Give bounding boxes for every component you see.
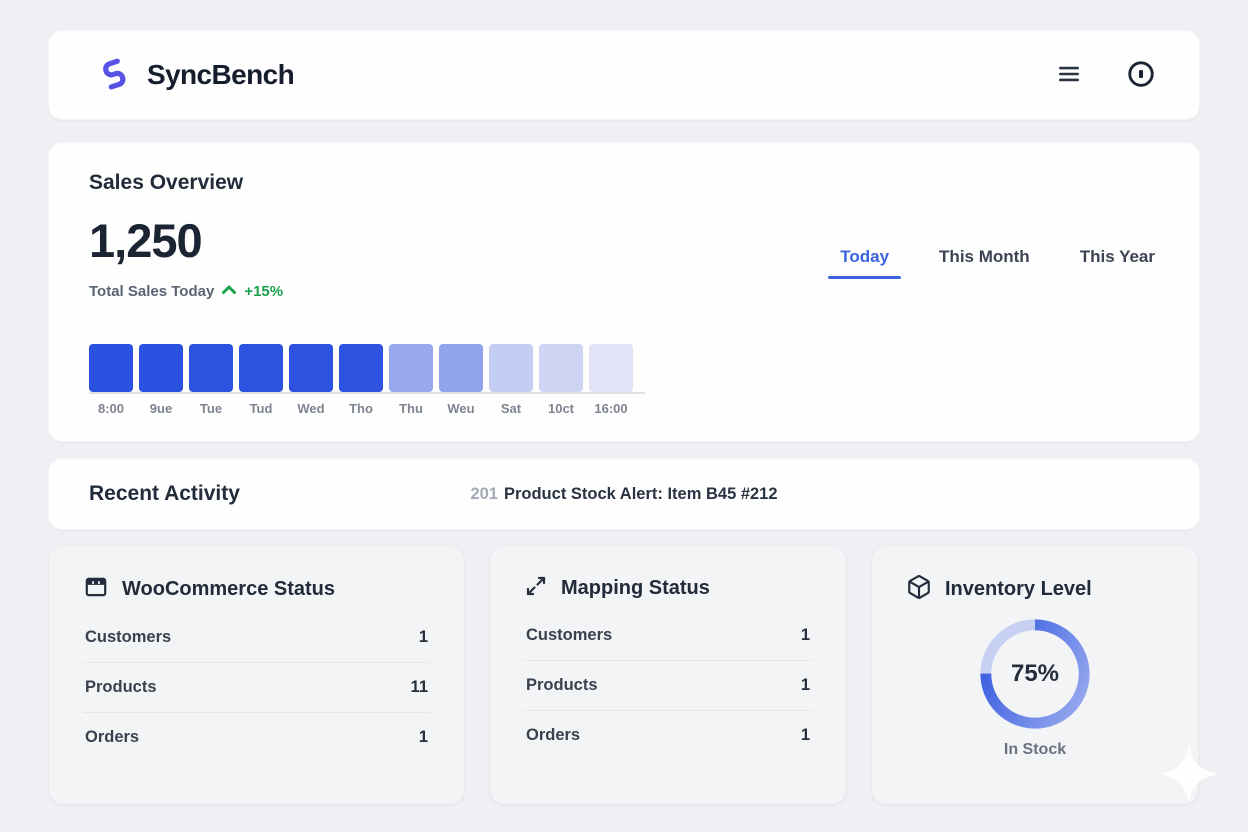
inventory-level-title: Inventory Level — [945, 578, 1092, 600]
row-value: 1 — [418, 628, 428, 646]
sales-period-tabs: Today This Month This Year — [828, 247, 1157, 279]
bar-column: 10ct — [539, 344, 583, 416]
sales-overview-card: Sales Overview 1,250 Total Sales Today +… — [48, 142, 1200, 442]
row-value: 1 — [800, 626, 810, 644]
bar-label: Tud — [249, 401, 273, 416]
bar-column: Weu — [439, 344, 483, 416]
inventory-percent: 75% — [1010, 660, 1060, 687]
period-tab[interactable]: Today — [828, 247, 901, 279]
total-sales-value: 1,250 — [89, 214, 203, 267]
sales-bar — [389, 344, 433, 392]
row-value: 1 — [418, 728, 428, 746]
row-label: Customers — [526, 626, 613, 644]
total-sales-label: Total Sales Today — [89, 283, 215, 300]
storefront-icon — [83, 574, 109, 605]
sales-bar — [139, 344, 183, 392]
sales-bar — [89, 344, 133, 392]
recent-activity-card: Recent Activity 201 Product Stock Alert: … — [48, 458, 1200, 530]
bar-label: Wed — [297, 401, 325, 416]
sales-bar — [539, 344, 583, 392]
bar-label: Sat — [500, 401, 522, 416]
row-value: 1 — [800, 676, 810, 694]
bar-label: Tue — [199, 401, 223, 416]
status-row: Products 11 — [83, 662, 430, 712]
status-row: Customers 1 — [524, 611, 812, 660]
bar-column: Thu — [389, 344, 433, 416]
recent-activity-title: Recent Activity — [89, 482, 240, 505]
bar-label: 10ct — [547, 401, 575, 416]
sales-bar — [339, 344, 383, 392]
brand: SyncBench — [95, 54, 295, 97]
period-tab[interactable]: This Year — [1078, 247, 1157, 279]
row-label: Orders — [526, 726, 581, 744]
bar-label: Tho — [349, 401, 373, 416]
bar-label: 16:00 — [594, 401, 628, 416]
sparkle-icon — [1158, 743, 1220, 810]
brand-name: SyncBench — [147, 59, 295, 90]
bar-label: 8:00 — [97, 401, 125, 416]
row-value: 1 — [800, 726, 810, 744]
row-label: Customers — [85, 628, 172, 646]
woocommerce-status-card: WooCommerce Status Customers 1 Products … — [48, 545, 465, 805]
sales-bar-chart: 8:00 9ue Tue Tud Wed — [89, 344, 649, 416]
sales-bar — [189, 344, 233, 392]
status-cards-row: WooCommerce Status Customers 1 Products … — [48, 545, 1200, 805]
row-label: Products — [526, 676, 598, 694]
sales-overview-title: Sales Overview — [89, 171, 244, 194]
bar-column: Wed — [289, 344, 333, 416]
bar-column: 9ue — [139, 344, 183, 416]
donut-arc — [980, 619, 1090, 729]
record-circle-icon — [1126, 59, 1156, 92]
status-row: Orders 1 — [524, 710, 812, 760]
inventory-level-card: Inventory Level 75% In Stock — [871, 545, 1199, 805]
in-stock-label: In Stock — [1003, 741, 1067, 758]
status-row: Customers 1 — [83, 613, 430, 662]
mapping-status-title: Mapping Status — [561, 577, 710, 599]
sales-delta-badge: +15% — [244, 283, 284, 300]
sales-bar — [239, 344, 283, 392]
period-tab[interactable]: This Month — [937, 247, 1032, 279]
status-row: Orders 1 — [83, 712, 430, 762]
woocommerce-status-title: WooCommerce Status — [122, 578, 336, 600]
row-label: Orders — [85, 728, 140, 746]
inventory-donut-chart: 75% — [976, 615, 1094, 733]
chevron-up-icon — [221, 283, 237, 300]
sales-bar — [289, 344, 333, 392]
activity-count: 201 — [470, 484, 498, 503]
bar-column: Sat — [489, 344, 533, 416]
status-row: Products 1 — [524, 660, 812, 710]
activity-text: Product Stock Alert: Item B45 #212 — [503, 484, 778, 503]
bar-column: Tue — [189, 344, 233, 416]
hamburger-menu-icon — [1056, 61, 1082, 90]
app-header: SyncBench — [48, 30, 1200, 120]
header-actions — [1049, 55, 1161, 95]
syncbench-logo-icon — [95, 54, 133, 97]
sales-bar — [489, 344, 533, 392]
mapping-status-card: Mapping Status Customers 1 Products 1 Or… — [489, 545, 847, 805]
cube-icon — [906, 574, 932, 605]
bar-column: Tud — [239, 344, 283, 416]
diagonal-arrows-icon — [524, 574, 548, 603]
chart-baseline — [89, 392, 645, 394]
dashboard-page: SyncBench — [48, 30, 1200, 805]
bar-label: Weu — [447, 401, 475, 416]
bar-label: Thu — [399, 401, 423, 416]
menu-button[interactable] — [1049, 55, 1089, 95]
sales-bar — [439, 344, 483, 392]
account-button[interactable] — [1121, 55, 1161, 95]
row-label: Products — [85, 678, 157, 696]
bar-column: 8:00 — [89, 344, 133, 416]
bar-label: 9ue — [149, 401, 173, 416]
activity-message: 201 Product Stock Alert: Item B45 #212 — [470, 485, 777, 504]
sales-summary: Sales Overview 1,250 Total Sales Today +… — [89, 171, 283, 300]
row-value: 11 — [410, 678, 428, 696]
bar-column: 16:00 — [589, 344, 633, 416]
sales-bar — [589, 344, 633, 392]
bar-column: Tho — [339, 344, 383, 416]
